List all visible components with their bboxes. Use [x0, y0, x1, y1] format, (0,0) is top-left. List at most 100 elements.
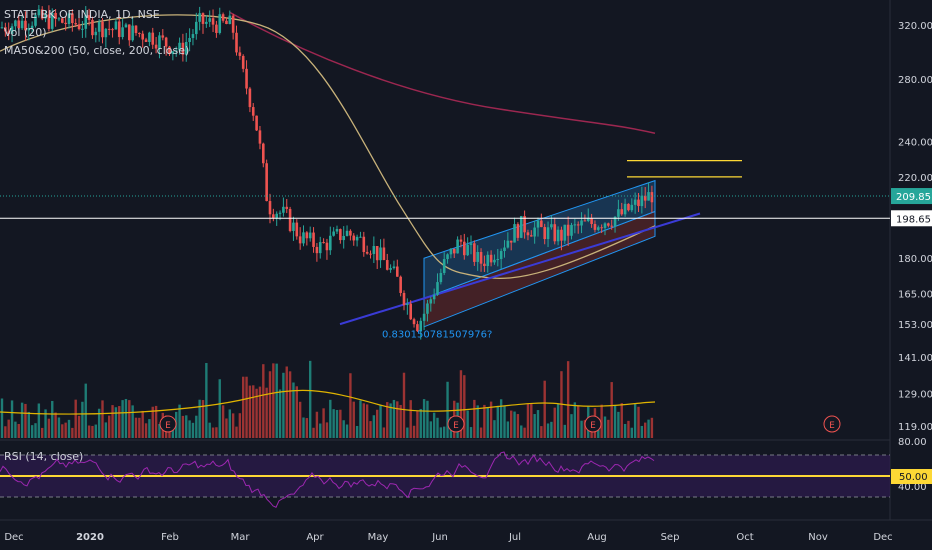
volume-bar [57, 417, 61, 438]
time-tick-label: Feb [161, 532, 179, 543]
volume-bar [540, 426, 543, 438]
volume-bar [650, 417, 654, 438]
volume-bar [526, 403, 530, 438]
candle-body [419, 320, 423, 331]
candle-body [117, 21, 121, 38]
horizontal-level-tag [891, 210, 932, 227]
volume-bar [275, 363, 278, 438]
volume-bar [489, 401, 493, 438]
candle-body [164, 37, 168, 47]
volume-bar [0, 398, 4, 438]
candle-body [24, 20, 27, 31]
volume-bar [292, 382, 295, 438]
volume-bar [597, 424, 600, 438]
candle-body [469, 243, 473, 245]
candle-body [138, 32, 141, 34]
volume-bar [111, 405, 114, 438]
earnings-marker-label: E [453, 421, 459, 431]
price-tick-label: 180.00 [898, 254, 932, 265]
earnings-marker-icon [159, 415, 177, 433]
candle-body [496, 259, 500, 261]
volume-bar [446, 381, 449, 438]
volume-bar [399, 404, 402, 438]
volume-bar [329, 399, 332, 438]
candle-body [449, 248, 453, 255]
candle-body [40, 9, 44, 19]
volume-bar [288, 371, 292, 438]
candle-body [0, 27, 4, 29]
candle-body [94, 31, 98, 36]
candle-body [50, 12, 54, 29]
candle-body [292, 222, 295, 231]
candle-body [251, 107, 255, 116]
volume-bar [432, 412, 436, 438]
volume-bar [101, 400, 104, 438]
candle-body [67, 13, 71, 24]
candle-body [436, 282, 439, 295]
candle-body [483, 263, 486, 267]
volume-bar [459, 370, 463, 438]
candle-body [47, 14, 51, 29]
volume-bar [342, 420, 345, 438]
candle-body [141, 33, 144, 40]
volume-bar [81, 401, 84, 438]
volume-bar [128, 400, 131, 438]
candle-body [476, 252, 479, 262]
candle-body [553, 224, 557, 242]
candle-body [91, 19, 94, 36]
candle-body [20, 20, 24, 29]
candle-body [312, 232, 315, 247]
candle-body [288, 208, 292, 231]
volume-bar [185, 415, 188, 438]
candle-body [305, 232, 309, 239]
candle-body [349, 230, 352, 236]
volume-bar [349, 373, 352, 438]
candle-body [84, 15, 88, 29]
volume-bar [389, 403, 392, 438]
volume-bar [61, 424, 64, 438]
candle-body [144, 39, 148, 43]
volume-bar [510, 410, 513, 438]
candle-body [30, 25, 34, 29]
volume-bar [476, 405, 479, 438]
volume-bar [305, 418, 309, 438]
candle-body [650, 192, 654, 203]
earnings-marker-icon [447, 415, 465, 433]
candle-body [131, 25, 134, 41]
volume-bar [577, 405, 580, 438]
candle-body [74, 23, 77, 25]
volume-bar [118, 406, 121, 438]
candle-body [486, 254, 490, 267]
volume-bar [14, 421, 17, 438]
candle-body [620, 209, 624, 215]
rsi-line [0, 451, 655, 508]
volume-bar [141, 410, 144, 438]
candle-body [385, 260, 389, 270]
volume-bar [131, 405, 134, 438]
volume-bar [553, 407, 556, 438]
candle-body [61, 18, 64, 23]
volume-bar [386, 402, 389, 438]
volume-bar [74, 399, 77, 438]
volume-bar [44, 409, 47, 438]
volume-bar [443, 426, 446, 438]
price-tick-label: 165.00 [898, 290, 932, 301]
candle-body [81, 28, 84, 30]
candle-body [275, 213, 278, 219]
candle-body [124, 24, 128, 28]
volume-bar [402, 372, 406, 438]
time-tick-label: Jun [431, 532, 448, 543]
volume-bar [630, 427, 633, 438]
volume-bar [37, 403, 41, 438]
volume-bar [406, 427, 409, 438]
candle-body [211, 18, 215, 25]
volume-bar [148, 419, 151, 438]
price-tick-label: 119.00 [898, 422, 932, 433]
candle-body [600, 227, 603, 229]
candle-body [322, 242, 325, 244]
candle-body [519, 216, 523, 238]
candle-body [593, 224, 597, 230]
volume-bar [640, 425, 644, 438]
candle-body [87, 15, 91, 20]
